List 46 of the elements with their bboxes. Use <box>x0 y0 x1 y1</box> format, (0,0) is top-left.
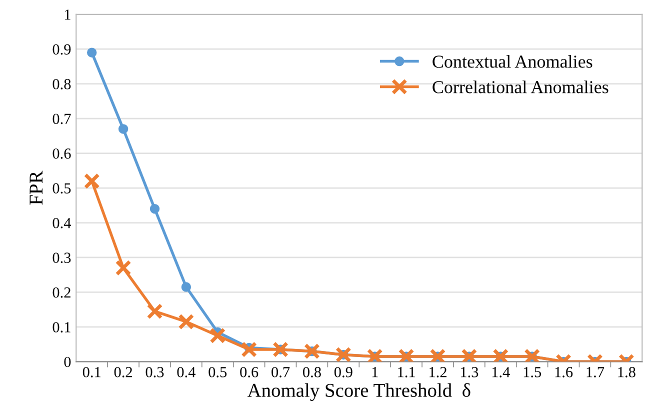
y-tick-label: 0.9 <box>52 44 71 55</box>
x-tick-label: 1.2 <box>430 367 446 378</box>
point <box>210 328 226 344</box>
x-axis-title: Anomaly Score Threshold δ <box>247 383 470 401</box>
point <box>335 346 352 362</box>
point <box>181 282 192 292</box>
x-tick-label: 1.3 <box>460 367 478 378</box>
x-tick-label: 1.7 <box>586 367 604 378</box>
point <box>304 343 320 360</box>
x-tick-label: 1.1 <box>398 367 415 378</box>
x-tick-label: 0.9 <box>334 366 352 378</box>
point <box>86 48 97 58</box>
point <box>178 314 194 330</box>
y-tick-label: 0.7 <box>52 114 71 124</box>
point <box>118 124 128 134</box>
y-tick-label: 0.6 <box>52 148 71 159</box>
point <box>115 260 132 276</box>
x-tick-label: 1.5 <box>524 367 542 378</box>
point <box>241 342 258 358</box>
legend-label: Contextual Anomalies <box>432 55 592 68</box>
y-tick-label: 0.3 <box>52 252 71 264</box>
x-tick-label: 0.7 <box>272 366 290 378</box>
x-tick-label: 0.6 <box>240 366 258 378</box>
x-tick-label: 0.8 <box>303 366 321 378</box>
y-tick-label: 0.1 <box>52 322 70 332</box>
x-tick-label: 0.4 <box>177 366 196 378</box>
point <box>84 173 100 190</box>
x-tick-label: 0.3 <box>146 366 164 378</box>
y-tick-label: 0 <box>64 356 71 368</box>
legend-label: Correlational Anomalies <box>432 80 608 94</box>
y-tick-label: 0.2 <box>52 287 70 298</box>
x-tick-label: 0.5 <box>208 366 227 378</box>
point <box>150 204 160 214</box>
x-tick-label: 1.6 <box>555 367 573 378</box>
x-tick-label: 1 <box>372 367 378 378</box>
point <box>146 303 163 320</box>
y-tick-label: 0.4 <box>52 218 72 228</box>
x-tick-label: 0.1 <box>82 366 100 378</box>
x-tick-label: 0.2 <box>114 366 132 378</box>
y-tick-label: 1 <box>64 10 70 20</box>
y-axis-title: FPR <box>30 170 42 205</box>
point <box>272 342 289 358</box>
x-tick-label: 1.4 <box>492 367 510 378</box>
y-tick-label: 0.5 <box>52 183 71 194</box>
y-tick-label: 0.8 <box>52 78 71 90</box>
x-tick-label: 1.8 <box>618 366 636 378</box>
